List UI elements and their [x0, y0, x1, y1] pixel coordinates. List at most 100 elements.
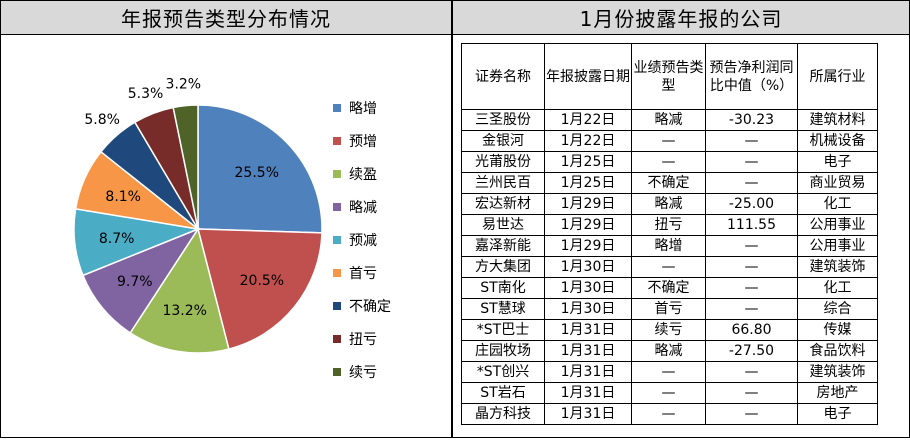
header-forecast-type: 业绩预告类型	[631, 43, 706, 110]
pie-data-label: 8.7%	[99, 231, 135, 247]
cell-disclosure-date: 1月31日	[544, 361, 632, 383]
pie-legend: 略增 预增 续盈 略减 预减 首亏 不确定 扭亏 续亏	[333, 91, 391, 388]
legend-label: 略增	[349, 100, 377, 117]
cell-profit-growth: —	[705, 235, 798, 257]
cell-disclosure-date: 1月25日	[544, 151, 632, 173]
legend-swatch	[333, 235, 341, 244]
legend-label: 略减	[349, 199, 377, 216]
cell-disclosure-date: 1月31日	[544, 382, 632, 404]
legend-item: 扭亏	[333, 322, 391, 355]
legend-swatch	[333, 268, 341, 277]
cell-forecast-type: —	[631, 151, 706, 173]
legend-swatch	[333, 301, 341, 310]
table-row: 嘉泽新能 1月29日 略增 — 公用事业	[461, 235, 878, 257]
cell-forecast-type: 不确定	[631, 277, 706, 299]
cell-disclosure-date: 1月22日	[544, 130, 632, 152]
header-profit-growth: 预告净利润同比中值（%）	[705, 43, 798, 110]
legend-item: 预减	[333, 223, 391, 256]
table-row: 兰州民百 1月25日 不确定 — 商业贸易	[461, 172, 878, 194]
cell-profit-growth: —	[705, 403, 798, 425]
cell-profit-growth: —	[705, 130, 798, 152]
pie-data-label: 5.3%	[128, 86, 164, 102]
legend-label: 首亏	[349, 265, 377, 282]
company-table: 证券名称 年报披露日期 业绩预告类型 预告净利润同比中值（%） 所属行业 三圣股…	[461, 43, 878, 425]
table-row: ST南化 1月30日 不确定 — 化工	[461, 277, 878, 299]
company-table-panel: 1月份披露年报的公司 证券名称 年报披露日期 业绩预告类型 预告净利润同比中值（…	[452, 0, 910, 438]
pie-data-label: 3.2%	[166, 77, 202, 93]
cell-industry: 公用事业	[797, 214, 878, 236]
cell-profit-growth: 111.55	[705, 214, 798, 236]
cell-industry: 房地产	[797, 382, 878, 404]
cell-security-name: *ST巴士	[461, 319, 545, 341]
cell-disclosure-date: 1月29日	[544, 235, 632, 257]
legend-swatch	[333, 169, 341, 178]
cell-forecast-type: —	[631, 403, 706, 425]
cell-profit-growth: -27.50	[705, 340, 798, 362]
pie-slice	[197, 104, 323, 234]
pie-chart: 25.5% 20.5% 13.2% 9.7% 8.7% 8.1% 5.8% 5.3%3.2%	[73, 77, 323, 354]
table-title: 1月份披露年报的公司	[453, 1, 909, 35]
cell-profit-growth: —	[705, 361, 798, 383]
pie-data-label: 9.7%	[117, 274, 153, 290]
cell-disclosure-date: 1月30日	[544, 256, 632, 278]
table-row: 宏达新材 1月29日 略减 -25.00 化工	[461, 193, 878, 215]
legend-swatch	[333, 202, 341, 211]
cell-disclosure-date: 1月29日	[544, 193, 632, 215]
cell-industry: 综合	[797, 298, 878, 320]
pie-slice	[82, 227, 200, 334]
table-row: 晶方科技 1月31日 — — 电子	[461, 403, 878, 425]
cell-profit-growth: -30.23	[705, 109, 798, 131]
cell-forecast-type: 略减	[631, 109, 706, 131]
legend-swatch	[333, 136, 341, 145]
cell-security-name: 兰州民百	[461, 172, 545, 194]
legend-item: 略减	[333, 190, 391, 223]
cell-security-name: ST南化	[461, 277, 545, 299]
header-security-name: 证券名称	[461, 43, 545, 110]
cell-forecast-type: 不确定	[631, 172, 706, 194]
cell-security-name: 嘉泽新能	[461, 235, 545, 257]
cell-profit-growth: —	[705, 256, 798, 278]
cell-disclosure-date: 1月29日	[544, 214, 632, 236]
table-row: *ST巴士 1月31日 续亏 66.80 传媒	[461, 319, 878, 341]
legend-item: 续亏	[333, 355, 391, 388]
table-row: 金银河 1月22日 — — 机械设备	[461, 130, 878, 152]
cell-forecast-type: —	[631, 361, 706, 383]
cell-forecast-type: 续亏	[631, 319, 706, 341]
pie-slice	[197, 228, 323, 351]
legend-item: 略增	[333, 91, 391, 124]
cell-forecast-type: 略减	[631, 340, 706, 362]
cell-industry: 传媒	[797, 319, 878, 341]
cell-forecast-type: —	[631, 256, 706, 278]
cell-security-name: 庄园牧场	[461, 340, 545, 362]
cell-industry: 食品饮料	[797, 340, 878, 362]
cell-profit-growth: —	[705, 172, 798, 194]
cell-forecast-type: 略增	[631, 235, 706, 257]
legend-item: 预增	[333, 124, 391, 157]
header-disclosure-date: 年报披露日期	[544, 43, 632, 110]
cell-disclosure-date: 1月31日	[544, 403, 632, 425]
pie-slice	[129, 227, 230, 354]
cell-industry: 建筑材料	[797, 109, 878, 131]
legend-label: 预减	[349, 232, 377, 249]
pie-data-label: 25.5%	[235, 165, 279, 181]
pie-chart-title: 年报预告类型分布情况	[1, 1, 451, 35]
cell-profit-growth: —	[705, 277, 798, 299]
header-industry: 所属行业	[797, 43, 878, 110]
legend-label: 扭亏	[349, 331, 377, 348]
table-row: 易世达 1月29日 扭亏 111.55 公用事业	[461, 214, 878, 236]
cell-disclosure-date: 1月30日	[544, 277, 632, 299]
table-row: *ST创兴 1月31日 — — 建筑装饰	[461, 361, 878, 383]
cell-disclosure-date: 1月22日	[544, 109, 632, 131]
cell-forecast-type: —	[631, 130, 706, 152]
cell-disclosure-date: 1月31日	[544, 319, 632, 341]
cell-security-name: ST慧球	[461, 298, 545, 320]
cell-disclosure-date: 1月30日	[544, 298, 632, 320]
cell-security-name: 光莆股份	[461, 151, 545, 173]
legend-swatch	[333, 103, 341, 112]
cell-industry: 建筑装饰	[797, 256, 878, 278]
cell-security-name: *ST创兴	[461, 361, 545, 383]
cell-security-name: 方大集团	[461, 256, 545, 278]
table-row: ST慧球 1月30日 首亏 — 综合	[461, 298, 878, 320]
cell-profit-growth: —	[705, 298, 798, 320]
cell-industry: 电子	[797, 151, 878, 173]
